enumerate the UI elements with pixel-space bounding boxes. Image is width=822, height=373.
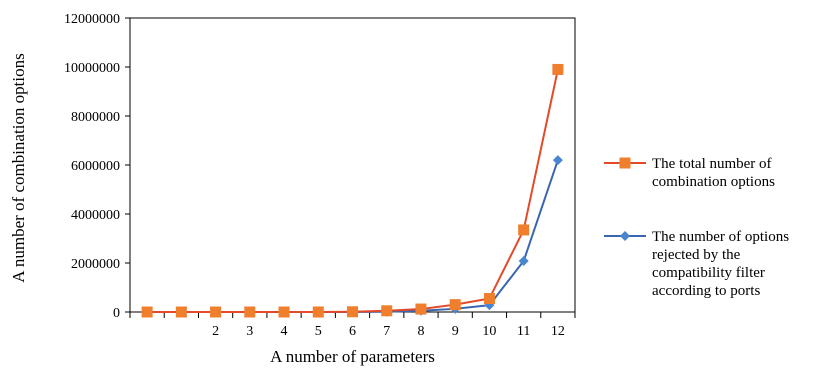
y-axis-title: A number of combination options bbox=[9, 53, 28, 282]
x-tick-label: 12 bbox=[551, 324, 565, 339]
series-layer bbox=[141, 63, 564, 318]
x-tick-label: 3 bbox=[246, 324, 253, 339]
data-point bbox=[552, 155, 563, 166]
plot-border bbox=[129, 17, 576, 313]
legend-label: The total number of combination options bbox=[652, 156, 775, 190]
x-axis-title: A number of parameters bbox=[270, 347, 435, 366]
x-tick-label: 2 bbox=[212, 324, 219, 339]
legend-label: The number of options rejected by the comp… bbox=[652, 229, 789, 299]
y-tick-label: 10000000 bbox=[64, 61, 120, 76]
x-tick-label: 6 bbox=[349, 324, 356, 339]
legend: The total number of combination options Th… bbox=[604, 156, 789, 299]
data-point bbox=[175, 306, 187, 318]
x-tick-label: 10 bbox=[482, 324, 496, 339]
legend-marker bbox=[619, 157, 631, 169]
y-tick-label: 0 bbox=[113, 306, 120, 321]
data-point bbox=[518, 224, 530, 236]
x-tick-label: 11 bbox=[517, 324, 530, 339]
series-line bbox=[147, 69, 559, 313]
legend-marker bbox=[620, 231, 630, 241]
data-point bbox=[483, 293, 495, 305]
data-point bbox=[449, 299, 461, 311]
x-tick-label: 8 bbox=[417, 324, 424, 339]
x-tick-label: 4 bbox=[281, 324, 288, 339]
y-tick-label: 8000000 bbox=[71, 110, 120, 125]
legend-item-1: The total number of combination options bbox=[604, 156, 775, 190]
series-1 bbox=[141, 63, 564, 318]
y-tick-label: 12000000 bbox=[64, 12, 120, 27]
x-tick-label: 9 bbox=[452, 324, 459, 339]
data-point bbox=[415, 303, 427, 315]
data-point bbox=[518, 256, 529, 267]
data-point bbox=[347, 306, 358, 318]
y-tick-label: 4000000 bbox=[71, 208, 120, 223]
x-tick-label: 5 bbox=[315, 324, 322, 339]
data-point bbox=[210, 306, 222, 318]
axes: 0 2000000 4000000 6000000 8000000 10000000 120… bbox=[64, 12, 576, 339]
data-point bbox=[312, 306, 324, 318]
legend-item-2: The number of options rejected by the comp… bbox=[604, 229, 789, 299]
y-tick-label: 6000000 bbox=[71, 159, 120, 174]
y-tick-label: 2000000 bbox=[71, 257, 120, 272]
data-point bbox=[278, 306, 290, 318]
data-point bbox=[552, 63, 564, 75]
series-line bbox=[147, 159, 559, 313]
data-point bbox=[141, 306, 153, 318]
x-tick-label: 7 bbox=[383, 324, 390, 339]
series-2 bbox=[142, 155, 563, 317]
data-point bbox=[381, 305, 393, 317]
data-point bbox=[244, 306, 256, 318]
